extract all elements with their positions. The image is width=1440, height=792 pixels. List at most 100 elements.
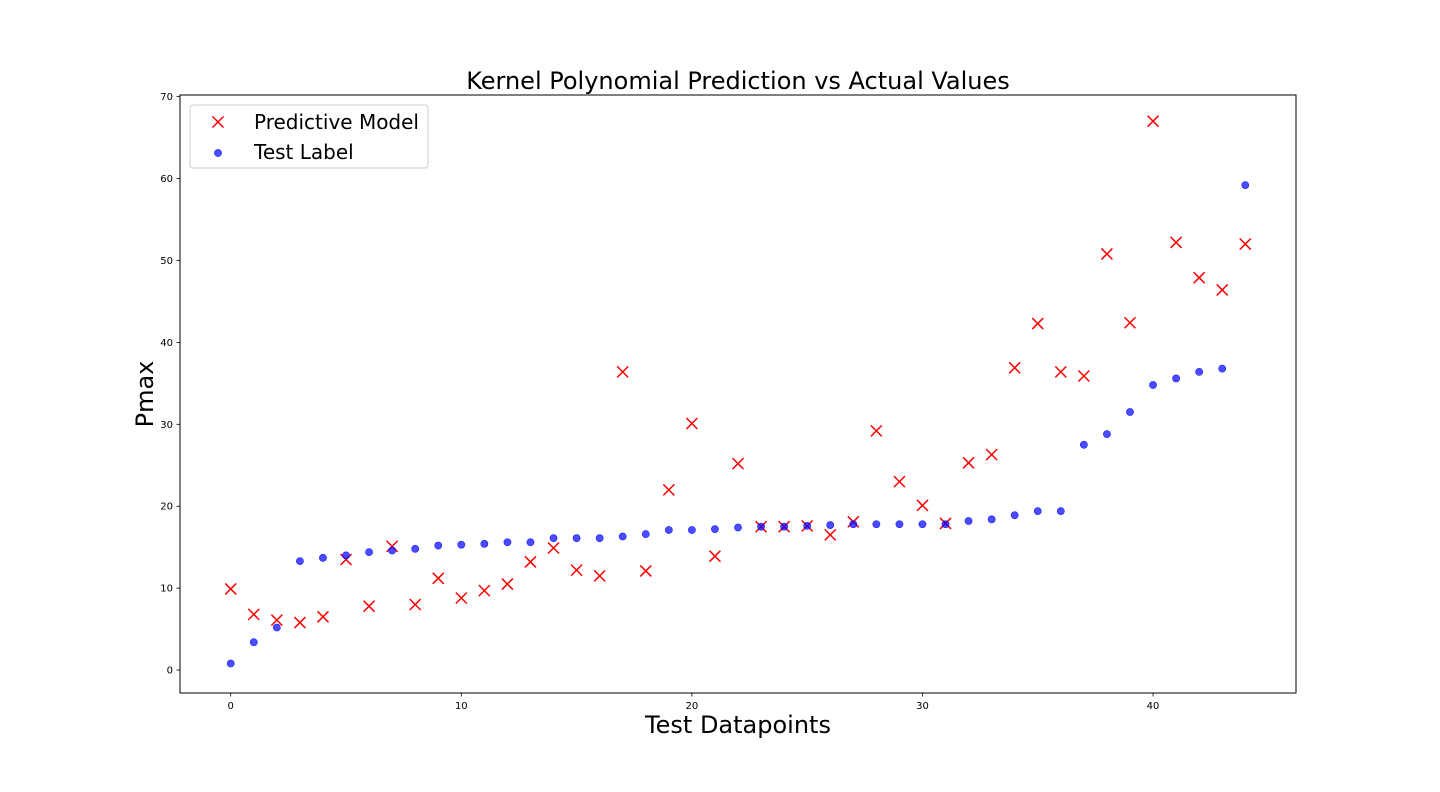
test-label-point <box>1241 181 1250 190</box>
test-label-point <box>365 548 373 557</box>
test-label-point <box>226 659 235 668</box>
test-label-point <box>1010 511 1019 520</box>
test-label-point <box>734 523 742 532</box>
test-label-point <box>687 526 696 534</box>
x-tick-label: 40 <box>1147 701 1160 712</box>
prediction-point <box>593 569 606 582</box>
test-label-point <box>434 541 443 550</box>
y-tick-label: 20 <box>160 502 173 513</box>
test-label-point <box>549 534 558 543</box>
prediction-point <box>1031 317 1044 330</box>
test-label-point <box>572 534 581 543</box>
plot-frame <box>179 94 1297 694</box>
legend-x-marker <box>211 115 225 129</box>
test-label-point <box>526 538 535 547</box>
test-label-point <box>411 544 420 553</box>
prediction-point <box>662 483 675 496</box>
prediction-point <box>616 365 629 378</box>
test-label-point <box>319 553 327 562</box>
prediction-point <box>1239 238 1252 251</box>
y-tick-label: 70 <box>160 92 173 103</box>
test-label-point <box>987 515 996 524</box>
y-tick-label: 0 <box>167 666 173 677</box>
prediction-point <box>409 598 422 611</box>
prediction-point <box>985 448 998 461</box>
prediction-point <box>962 456 975 469</box>
test-label-point <box>1149 381 1157 389</box>
test-label-point <box>480 540 489 548</box>
test-label-point <box>272 623 281 632</box>
test-label-point <box>826 521 835 529</box>
y-axis-label: Pmax <box>131 361 159 428</box>
test-label-point <box>803 521 812 530</box>
test-label-point <box>872 520 881 529</box>
y-tick-label: 50 <box>160 256 173 267</box>
test-label-point <box>641 530 650 538</box>
prediction-point <box>1100 247 1113 260</box>
prediction-point <box>455 591 468 605</box>
legend-label: Test Label <box>253 140 354 164</box>
y-tick-label: 60 <box>160 174 173 185</box>
test-label-point <box>757 522 765 531</box>
prediction-point <box>224 582 237 595</box>
prediction-point <box>293 616 306 629</box>
series-1 <box>224 115 1252 629</box>
x-tick-label: 10 <box>455 701 468 712</box>
x-tick-label: 30 <box>916 701 929 712</box>
prediction-point <box>363 600 376 613</box>
legend: Predictive Model Test Label <box>189 104 429 169</box>
x-tick-label: 20 <box>686 701 699 712</box>
prediction-point <box>524 555 537 568</box>
prediction-point <box>247 608 260 621</box>
test-label-point <box>941 520 950 529</box>
test-label-point <box>296 557 304 566</box>
legend-box <box>189 104 429 169</box>
test-label-point <box>1126 408 1134 416</box>
x-axis: 0 10 20 30 40 <box>228 693 1160 712</box>
legend-item: Test Label <box>214 140 354 164</box>
prediction-point <box>1123 316 1137 329</box>
test-label-point <box>249 638 258 647</box>
prediction-point <box>1008 361 1021 374</box>
test-label-point <box>503 538 512 547</box>
test-label-point <box>618 532 627 541</box>
series-2 <box>226 181 1250 668</box>
test-label-point <box>1033 507 1042 516</box>
test-label-point <box>1195 367 1204 376</box>
prediction-point <box>316 610 329 623</box>
test-label-point <box>457 540 466 549</box>
legend-dot-marker <box>214 149 222 157</box>
prediction-point <box>708 550 721 563</box>
prediction-point <box>893 475 906 488</box>
chart-title: Kernel Polynomial Prediction vs Actual V… <box>466 67 1010 95</box>
y-tick-label: 40 <box>160 338 173 349</box>
x-tick-label: 0 <box>228 701 234 712</box>
test-label-point <box>849 520 858 529</box>
prediction-point <box>1077 369 1090 383</box>
prediction-point <box>432 572 445 585</box>
test-label-point <box>711 525 719 534</box>
prediction-point <box>824 528 837 541</box>
y-axis: 0 10 20 30 40 50 60 70 <box>160 92 180 677</box>
test-label-point <box>964 517 973 525</box>
prediction-point <box>1054 365 1067 378</box>
prediction-point <box>1170 236 1183 249</box>
legend-item: Predictive Model <box>211 110 419 134</box>
prediction-point <box>1216 283 1229 296</box>
prediction-point <box>501 578 514 591</box>
prediction-point <box>685 417 698 430</box>
test-label-point <box>595 534 604 543</box>
legend-label: Predictive Model <box>254 110 419 134</box>
y-tick-label: 10 <box>160 584 173 595</box>
test-label-point <box>1218 364 1227 373</box>
prediction-point <box>639 564 652 577</box>
prediction-point <box>570 564 583 577</box>
x-axis-label: Test Datapoints <box>644 711 831 739</box>
prediction-point <box>916 499 929 512</box>
prediction-point <box>870 424 883 437</box>
prediction-point <box>270 614 283 627</box>
prediction-point <box>1193 271 1206 284</box>
test-label-point <box>1172 374 1180 383</box>
test-label-point <box>918 520 927 529</box>
